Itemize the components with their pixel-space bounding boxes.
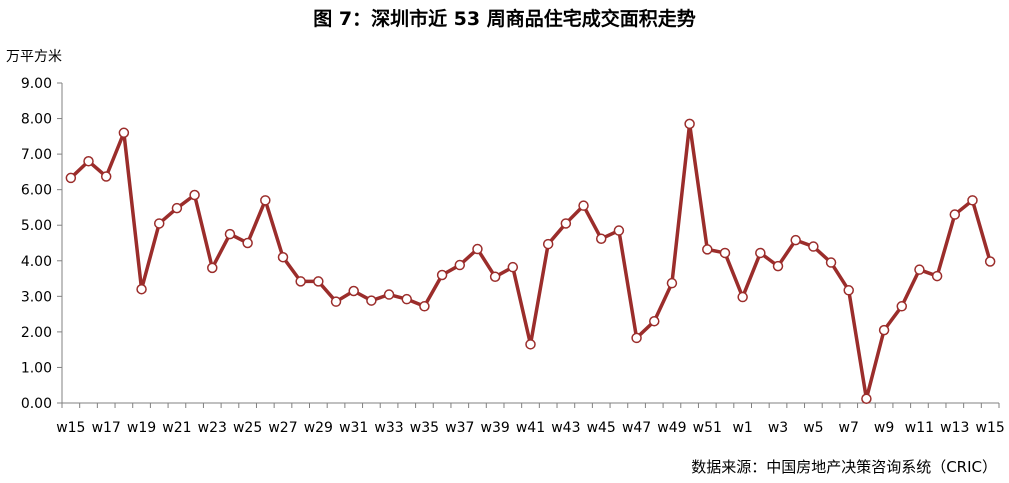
x-tick-label: w45 — [587, 420, 616, 436]
data-point — [207, 262, 218, 274]
data-point — [295, 276, 306, 287]
y-tick-label: 9.00 — [21, 76, 52, 92]
data-point — [189, 189, 200, 201]
x-tick-label: w27 — [268, 420, 297, 436]
y-tick-label: 4.00 — [21, 254, 52, 270]
data-point — [277, 251, 289, 263]
x-tick-label: w35 — [410, 420, 439, 436]
data-point — [366, 295, 377, 306]
data-point — [65, 172, 77, 184]
data-point — [153, 218, 165, 229]
data-point — [171, 202, 183, 214]
x-tick-label: w7 — [839, 420, 859, 436]
source-note: 数据来源：中国房地产决策咨询系统（CRIC） — [691, 458, 997, 476]
data-point — [931, 270, 943, 282]
data-point — [984, 256, 996, 267]
x-tick-label: w19 — [127, 420, 156, 436]
data-point — [224, 228, 236, 240]
x-tick-label: w15 — [976, 420, 1005, 436]
data-point — [719, 247, 731, 259]
x-tick-label: w11 — [905, 420, 934, 436]
data-point — [578, 200, 589, 211]
data-point — [542, 238, 554, 250]
x-tick-label: w39 — [481, 420, 510, 436]
data-point — [83, 155, 94, 167]
data-point — [419, 301, 430, 312]
x-tick-label: w15 — [56, 420, 85, 436]
chart-title: 图 7：深圳市近 53 周商品住宅成交面积走势 — [313, 8, 696, 30]
data-point — [737, 291, 748, 303]
data-point — [595, 233, 607, 244]
data-point — [489, 271, 501, 283]
data-point — [967, 195, 978, 206]
x-tick-label: w9 — [874, 420, 894, 436]
x-tick-label: w17 — [92, 420, 121, 436]
x-tick-label: w23 — [198, 420, 227, 436]
x-axis-ticks: w15 w17 w19 w21 w23 w25 w27 w29 w31 w33 w35 w37 w39 w… — [56, 403, 1005, 436]
data-point — [914, 264, 925, 275]
data-point — [878, 324, 890, 336]
chart-axes — [61, 83, 999, 404]
data-point — [118, 127, 130, 139]
x-tick-label: w43 — [551, 420, 580, 436]
data-point — [525, 339, 536, 350]
x-tick-label: w5 — [803, 420, 823, 436]
y-tick-label: 3.00 — [21, 289, 52, 305]
y-axis-ticks: 0.00 1.00 2.00 3.00 4.00 5.00 6.00 7.00 8.00 9.00 — [21, 76, 62, 412]
y-axis-unit-label: 万平方米 — [6, 49, 62, 65]
data-points — [65, 118, 996, 404]
data-point — [383, 289, 395, 300]
data-point — [313, 276, 324, 287]
data-point — [507, 261, 519, 273]
data-point — [560, 218, 572, 229]
y-tick-label: 0.00 — [21, 396, 52, 412]
data-point — [472, 243, 483, 255]
series-line — [69, 122, 992, 401]
x-tick-label: w33 — [374, 420, 403, 436]
data-point — [755, 247, 766, 259]
y-tick-label: 5.00 — [21, 218, 52, 234]
x-tick-label: w3 — [768, 420, 788, 436]
x-tick-label: w25 — [233, 420, 262, 436]
data-point — [825, 257, 837, 268]
y-tick-label: 7.00 — [21, 147, 52, 163]
data-point — [772, 260, 784, 272]
data-point — [260, 195, 271, 206]
y-tick-label: 1.00 — [21, 360, 52, 376]
data-point — [843, 285, 854, 296]
x-tick-label: w51 — [693, 420, 722, 436]
data-point — [861, 393, 872, 404]
data-point — [702, 244, 713, 255]
data-point — [242, 237, 253, 249]
y-tick-label: 6.00 — [21, 183, 52, 199]
data-point — [666, 277, 678, 289]
data-point — [348, 285, 359, 297]
data-point — [808, 241, 819, 252]
x-tick-label: w37 — [445, 420, 474, 436]
x-tick-label: w49 — [657, 420, 686, 436]
data-point — [790, 234, 801, 246]
data-point — [684, 118, 695, 130]
data-point — [454, 259, 466, 271]
x-tick-label: w1 — [732, 420, 752, 436]
data-point — [436, 269, 448, 281]
data-point — [100, 171, 112, 182]
x-tick-label: w21 — [162, 420, 191, 436]
data-point — [649, 315, 660, 327]
x-tick-label: w41 — [516, 420, 545, 436]
data-point — [401, 293, 412, 305]
x-tick-label: w29 — [304, 420, 333, 436]
y-tick-label: 8.00 — [21, 112, 52, 128]
y-tick-label: 2.00 — [21, 325, 52, 341]
data-point — [136, 283, 147, 295]
x-tick-label: w13 — [940, 420, 969, 436]
data-point — [896, 301, 908, 312]
x-tick-label: w47 — [622, 420, 651, 436]
data-point — [949, 209, 961, 220]
x-tick-label: w31 — [339, 420, 368, 436]
data-point — [631, 332, 642, 344]
data-point — [613, 225, 625, 236]
data-point — [330, 296, 342, 307]
